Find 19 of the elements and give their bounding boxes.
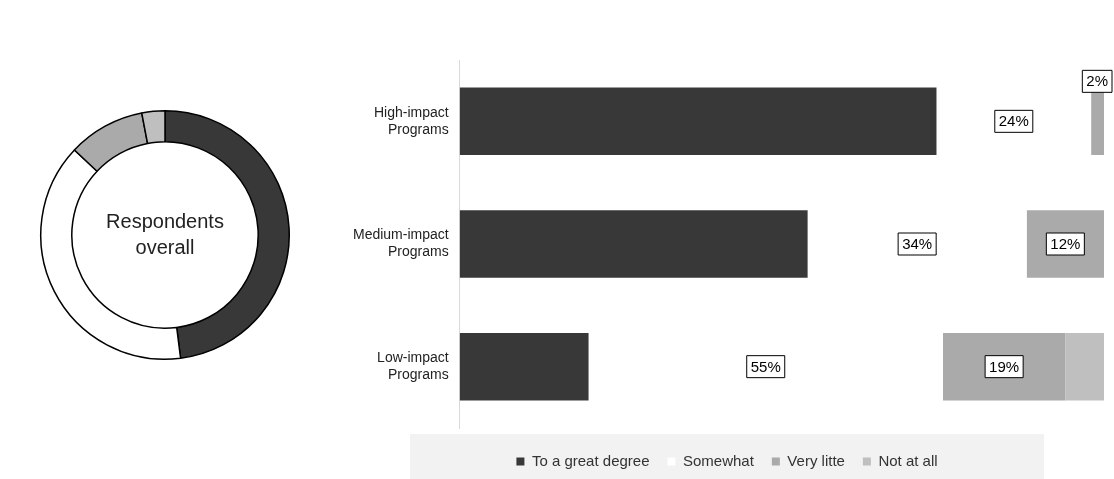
- text: Respondents overall: [106, 209, 224, 258]
- y-tick-label: High-impact Programs: [373, 103, 449, 137]
- data-label: 2%: [1086, 72, 1108, 90]
- data-label: 12%: [1050, 235, 1081, 253]
- legend-label: Somewhat: [683, 451, 755, 469]
- legend-label: To a great degree: [531, 451, 650, 469]
- bar: [942, 332, 1066, 401]
- bar: [459, 87, 937, 156]
- legend-label: Very litte: [787, 451, 845, 469]
- data-label: 34%: [902, 235, 933, 253]
- legend-label: Not at all: [878, 451, 938, 469]
- data-label: 55%: [750, 357, 781, 375]
- data-label: 19%: [989, 357, 1020, 375]
- data-label: 24%: [998, 112, 1029, 130]
- bar: [459, 210, 808, 278]
- y-tick-label: Medium-impact Programs: [352, 226, 449, 260]
- bar: [1065, 332, 1104, 401]
- y-tick-label: Low-impact Programs: [377, 349, 449, 382]
- bar: [459, 332, 589, 401]
